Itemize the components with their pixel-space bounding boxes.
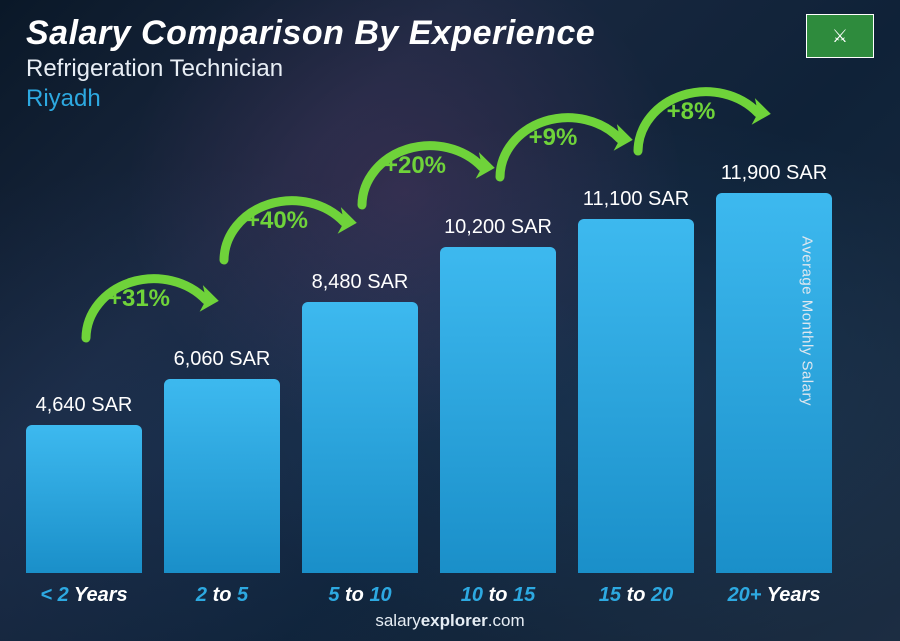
- bar: [578, 219, 694, 573]
- bar: [26, 425, 142, 573]
- page-subtitle: Refrigeration Technician: [26, 55, 595, 83]
- x-tick: 15 to 20: [567, 584, 705, 607]
- growth-arc-icon: [74, 260, 224, 350]
- bar: [302, 302, 418, 573]
- x-tick: 20+ Years: [705, 584, 843, 607]
- bar-group: 4,640 SAR: [26, 394, 142, 573]
- x-tick: 10 to 15: [429, 584, 567, 607]
- flag-glyph: ⚔: [832, 26, 848, 47]
- y-axis-title: Average Monthly Salary: [799, 236, 816, 406]
- growth-arc-icon: [350, 127, 500, 217]
- x-tick: 5 to 10: [291, 584, 429, 607]
- page-title: Salary Comparison By Experience: [26, 14, 595, 53]
- x-tick: 2 to 5: [153, 584, 291, 607]
- bar-value-label: 11,100 SAR: [583, 188, 689, 211]
- growth-text: +9%: [529, 124, 578, 152]
- growth-indicator: +31%: [74, 260, 224, 350]
- footer-post: .com: [488, 611, 525, 630]
- bar-value-label: 10,200 SAR: [444, 216, 552, 239]
- footer-bold: explorer: [421, 611, 488, 630]
- header: Salary Comparison By Experience Refriger…: [26, 14, 874, 113]
- bar-value-label: 11,900 SAR: [721, 162, 827, 185]
- footer-pre: salary: [375, 611, 420, 630]
- growth-arc-icon: [488, 99, 638, 189]
- bar-group: 6,060 SAR: [164, 348, 280, 573]
- title-block: Salary Comparison By Experience Refriger…: [26, 14, 595, 113]
- bar-group: 10,200 SAR: [440, 216, 556, 573]
- x-axis: < 2 Years2 to 55 to 1010 to 1515 to 2020…: [15, 584, 843, 607]
- growth-indicator: +20%: [350, 127, 500, 217]
- salary-bar-chart: 4,640 SAR 6,060 SAR 8,480 SAR 10,200 SAR 11,…: [26, 103, 850, 573]
- x-tick: < 2 Years: [15, 584, 153, 607]
- growth-indicator: +40%: [212, 182, 362, 272]
- growth-text: +31%: [108, 285, 170, 313]
- bar-group: 8,480 SAR: [302, 271, 418, 573]
- bar: [164, 379, 280, 573]
- bar-value-label: 4,640 SAR: [36, 394, 133, 417]
- footer-attribution: salaryexplorer.com: [0, 611, 900, 631]
- growth-text: +8%: [667, 98, 716, 126]
- bar-value-label: 8,480 SAR: [312, 271, 409, 294]
- growth-text: +20%: [384, 152, 446, 180]
- growth-arc-icon: [212, 182, 362, 272]
- flag-icon: ⚔: [806, 14, 874, 58]
- bar: [440, 247, 556, 573]
- growth-indicator: +9%: [488, 99, 638, 189]
- bar-value-label: 6,060 SAR: [174, 348, 271, 371]
- bar-group: 11,100 SAR: [578, 188, 694, 573]
- growth-text: +40%: [246, 207, 308, 235]
